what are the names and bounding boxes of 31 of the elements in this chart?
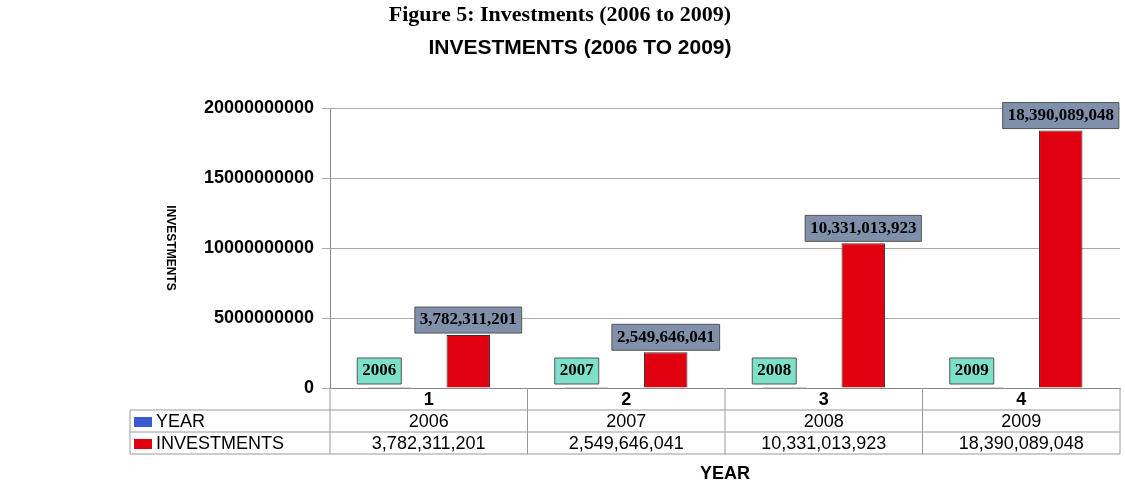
text: 10,331,013,923 — [810, 217, 917, 237]
y-tick-label: 0 — [303, 376, 314, 397]
x-axis-title: YEAR — [699, 462, 751, 483]
chart-subtitle: INVESTMENTS (2006 TO 2009) — [428, 34, 732, 58]
y-tick-label: 20000000000 — [203, 96, 314, 117]
y-axis-title: INVESTMENTS — [163, 205, 178, 291]
data-label: 2007 — [606, 410, 647, 431]
text: 2,549,646,041 — [616, 326, 715, 346]
text: 2006 — [362, 360, 397, 380]
data-label: 3,782,311,201 — [371, 432, 486, 453]
x-tick-label: 4 — [1016, 388, 1027, 409]
legend-label: YEAR — [156, 410, 206, 431]
data-label: 2006 — [408, 410, 449, 431]
y-tick-label: 10000000000 — [203, 236, 314, 257]
legend-label: INVESTMENTS — [156, 432, 285, 453]
x-tick-label: 3 — [818, 388, 829, 409]
data-label: 2,549,646,041 — [568, 432, 684, 453]
text: 3,782,311,201 — [419, 309, 517, 329]
data-label: 18,390,089,048 — [958, 432, 1084, 453]
x-tick-label: 2 — [621, 388, 632, 409]
text: 2007 — [559, 360, 594, 380]
y-tick-label: 15000000000 — [203, 166, 314, 187]
text: 2009 — [954, 360, 989, 380]
data-label: 2009 — [1001, 410, 1042, 431]
chart-title: Figure 5: Investments (2006 to 2009) — [388, 0, 732, 26]
y-tick-label: 5000000000 — [213, 306, 314, 327]
x-tick-label: 1 — [423, 388, 434, 409]
data-label: 10,331,013,923 — [761, 432, 887, 453]
text: 18,390,089,048 — [1007, 104, 1114, 124]
data-label: 2008 — [803, 410, 844, 431]
text: 2008 — [757, 360, 792, 380]
